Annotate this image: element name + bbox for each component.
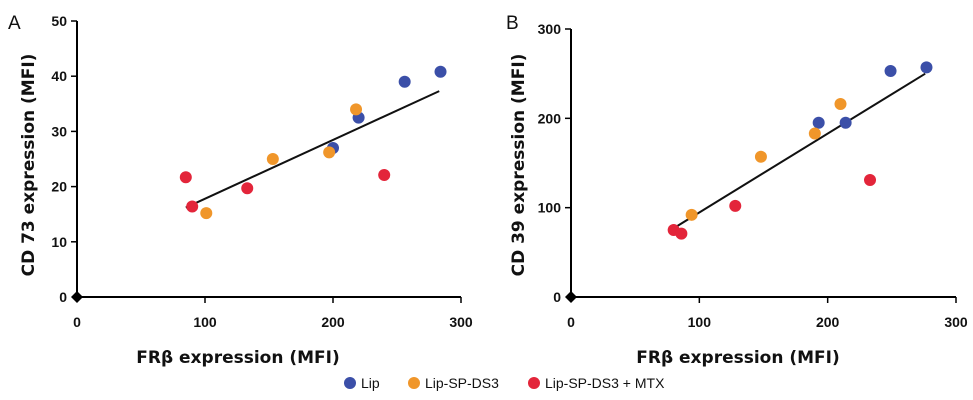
panel-b-x-tick-label: 0 [567, 314, 575, 330]
panel-b-point-lip-sp-ds3 [685, 208, 698, 221]
panel-b-point-lip [839, 116, 852, 129]
panel-b-origin-marker [565, 291, 577, 303]
panel-b-point-lip-sp-ds3-mtx [729, 199, 742, 212]
panel-a-point-lip-sp-ds3-mtx [241, 182, 254, 195]
panel-a-point-lip-sp-ds3 [200, 207, 213, 220]
panel-a-y-axis-label: CD 73 expression (MFI) [19, 54, 39, 277]
panel-b-label: B [506, 13, 519, 34]
panel-b-trendline [673, 72, 926, 230]
panel-b-point-lip [812, 116, 825, 129]
panel-b-y-tick-label: 100 [538, 200, 562, 216]
legend: Lip Lip-SP-DS3 Lip-SP-DS3 + MTX [344, 375, 665, 391]
panel-a-trendline [185, 90, 440, 209]
panel-a-x-tick-label: 200 [321, 314, 345, 330]
panel-a-point-lip [398, 75, 411, 88]
panel-a-axes: 0 100 200 300 0 10 20 30 40 50 [51, 13, 472, 330]
legend-marker-lip-sp-ds3-mtx [528, 377, 540, 389]
panel-a-point-lip-sp-ds3 [350, 103, 363, 116]
panel-a-x-axis-label: FRβ expression (MFI) [136, 348, 340, 368]
panel-a: A 0 100 200 300 0 10 20 30 40 50 FRβ expression (… [8, 13, 473, 368]
panel-b-y-tick-label: 300 [538, 21, 562, 37]
panel-b-point-lip-sp-ds3 [808, 127, 821, 140]
panel-b-point-lip-sp-ds3-mtx [864, 173, 877, 186]
panel-b-y-tick-label: 0 [553, 289, 561, 305]
panel-a-y-tick-label: 0 [59, 289, 67, 305]
legend-label-lip-sp-ds3-mtx: Lip-SP-DS3 + MTX [545, 375, 665, 391]
panel-a-x-tick-label: 300 [449, 314, 473, 330]
panel-a-label: A [8, 13, 21, 34]
panel-a-y-tick-label: 40 [51, 68, 67, 84]
panel-b-point-lip-sp-ds3 [754, 150, 767, 163]
panel-b-y-tick-label: 200 [538, 110, 562, 126]
panel-a-x-tick-label: 100 [193, 314, 217, 330]
panel-a-point-lip-sp-ds3-mtx [186, 200, 199, 213]
panel-b-x-tick-label: 100 [688, 314, 712, 330]
panel-b-point-lip [884, 64, 897, 77]
panel-a-point-lip [434, 65, 447, 78]
panel-a-x-tick-label: 0 [73, 314, 81, 330]
panel-a-y-tick-label: 10 [51, 234, 67, 250]
panel-a-point-lip-sp-ds3-mtx [378, 169, 391, 182]
panel-a-origin-marker [71, 291, 83, 303]
legend-marker-lip [344, 377, 356, 389]
panel-b-x-tick-label: 200 [816, 314, 840, 330]
panel-a-y-tick-label: 30 [51, 123, 67, 139]
panel-a-y-tick-label: 50 [51, 13, 67, 29]
panel-b-x-axis-label: FRβ expression (MFI) [636, 348, 840, 368]
legend-label-lip: Lip [361, 375, 380, 391]
panel-b-point-lip-sp-ds3-mtx [675, 227, 688, 240]
panel-b-point-lip-sp-ds3 [834, 98, 847, 111]
panel-a-point-lip-sp-ds3-mtx [179, 171, 192, 184]
legend-label-lip-sp-ds3: Lip-SP-DS3 [425, 375, 499, 391]
panel-b-x-tick-label: 300 [944, 314, 968, 330]
legend-marker-lip-sp-ds3 [408, 377, 420, 389]
panel-a-point-lip-sp-ds3 [266, 153, 279, 165]
panel-b-point-lip [920, 61, 933, 74]
panel-a-y-tick-label: 20 [51, 179, 67, 195]
panel-a-point-lip-sp-ds3 [323, 146, 336, 159]
panel-b: B 0 100 200 300 0 100 200 300 FRβ expression (M… [506, 13, 968, 368]
panel-b-axes: 0 100 200 300 0 100 200 300 [538, 21, 968, 330]
panel-b-y-axis-label: CD 39 expression (MFI) [509, 54, 529, 277]
